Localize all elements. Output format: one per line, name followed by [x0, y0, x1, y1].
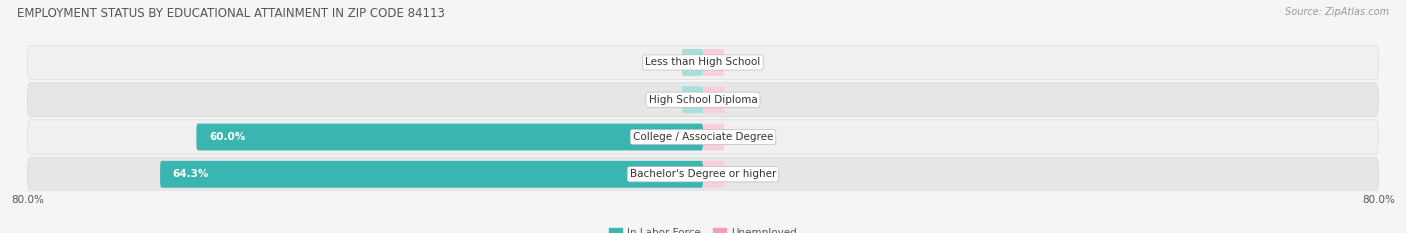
FancyBboxPatch shape — [703, 49, 724, 76]
Text: 80.0%: 80.0% — [1362, 195, 1395, 205]
FancyBboxPatch shape — [703, 161, 724, 188]
Text: College / Associate Degree: College / Associate Degree — [633, 132, 773, 142]
Text: 64.3%: 64.3% — [173, 169, 209, 179]
FancyBboxPatch shape — [160, 161, 703, 188]
Text: Less than High School: Less than High School — [645, 58, 761, 67]
Text: 80.0%: 80.0% — [11, 195, 44, 205]
Text: 0.0%: 0.0% — [650, 95, 675, 105]
Text: High School Diploma: High School Diploma — [648, 95, 758, 105]
FancyBboxPatch shape — [28, 45, 1378, 80]
Text: Source: ZipAtlas.com: Source: ZipAtlas.com — [1285, 7, 1389, 17]
Text: 0.0%: 0.0% — [650, 58, 675, 67]
Text: 0.0%: 0.0% — [731, 132, 756, 142]
FancyBboxPatch shape — [28, 120, 1378, 154]
FancyBboxPatch shape — [682, 49, 703, 76]
Legend: In Labor Force, Unemployed: In Labor Force, Unemployed — [605, 224, 801, 233]
Text: Bachelor's Degree or higher: Bachelor's Degree or higher — [630, 169, 776, 179]
FancyBboxPatch shape — [197, 123, 703, 151]
Text: EMPLOYMENT STATUS BY EDUCATIONAL ATTAINMENT IN ZIP CODE 84113: EMPLOYMENT STATUS BY EDUCATIONAL ATTAINM… — [17, 7, 444, 20]
FancyBboxPatch shape — [703, 86, 724, 113]
Text: 0.0%: 0.0% — [731, 58, 756, 67]
FancyBboxPatch shape — [703, 123, 724, 151]
Text: 60.0%: 60.0% — [209, 132, 245, 142]
Text: 0.0%: 0.0% — [731, 169, 756, 179]
FancyBboxPatch shape — [28, 157, 1378, 192]
Text: 0.0%: 0.0% — [731, 95, 756, 105]
FancyBboxPatch shape — [28, 82, 1378, 117]
FancyBboxPatch shape — [682, 86, 703, 113]
